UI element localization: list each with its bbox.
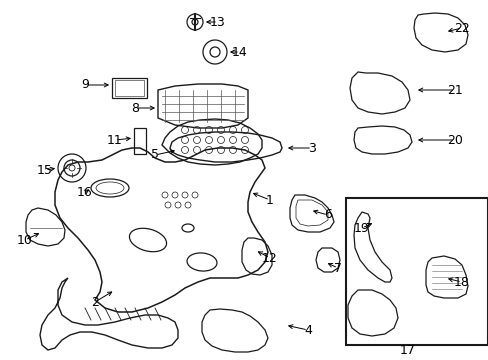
Text: 5: 5 [151, 148, 159, 162]
Text: 22: 22 [453, 22, 469, 35]
Bar [115, 80, 143, 96]
Text: 12: 12 [262, 252, 277, 265]
Text: 1: 1 [265, 194, 273, 207]
Text: 18: 18 [453, 275, 469, 288]
Text: 17: 17 [399, 343, 415, 356]
Text: 13: 13 [210, 15, 225, 28]
Text: 10: 10 [17, 234, 33, 247]
Bar [112, 78, 147, 98]
Text: 6: 6 [324, 208, 331, 221]
Text: 3: 3 [307, 141, 315, 154]
Text: 15: 15 [37, 163, 53, 176]
Text: 14: 14 [232, 45, 247, 58]
Text: 19: 19 [353, 221, 369, 234]
Text: 7: 7 [333, 261, 341, 274]
Text: 21: 21 [446, 84, 462, 96]
Text: 9: 9 [81, 78, 89, 91]
Text: 11: 11 [107, 134, 122, 147]
Text: 4: 4 [304, 324, 311, 337]
Text: 8: 8 [131, 102, 139, 114]
Bar [346, 198, 487, 345]
Text: 16: 16 [77, 185, 93, 198]
Text: 2: 2 [91, 296, 99, 309]
Bar [134, 128, 146, 154]
Text: 20: 20 [446, 134, 462, 147]
